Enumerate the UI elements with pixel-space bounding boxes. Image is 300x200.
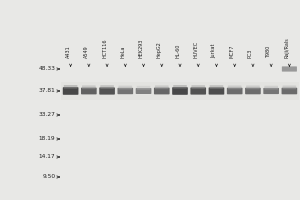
Text: Raji/Rals: Raji/Rals <box>284 37 290 58</box>
FancyBboxPatch shape <box>245 88 261 94</box>
FancyBboxPatch shape <box>100 85 114 89</box>
FancyBboxPatch shape <box>155 85 169 89</box>
Text: PC3: PC3 <box>248 49 253 58</box>
FancyBboxPatch shape <box>282 88 297 94</box>
FancyBboxPatch shape <box>154 88 170 94</box>
FancyBboxPatch shape <box>173 85 187 89</box>
Text: HeLa: HeLa <box>120 46 125 58</box>
FancyBboxPatch shape <box>210 85 223 89</box>
Text: HEK293: HEK293 <box>139 39 143 58</box>
FancyBboxPatch shape <box>136 88 152 94</box>
FancyBboxPatch shape <box>82 85 96 89</box>
FancyBboxPatch shape <box>283 86 296 89</box>
Text: HepG2: HepG2 <box>157 41 162 58</box>
Text: MCF7: MCF7 <box>230 45 235 58</box>
FancyBboxPatch shape <box>64 85 77 89</box>
FancyBboxPatch shape <box>137 86 150 90</box>
Text: A549: A549 <box>84 45 89 58</box>
FancyBboxPatch shape <box>99 87 115 95</box>
FancyBboxPatch shape <box>246 86 260 89</box>
FancyBboxPatch shape <box>264 86 278 90</box>
FancyBboxPatch shape <box>282 66 297 72</box>
FancyBboxPatch shape <box>118 88 133 94</box>
Text: HL-60: HL-60 <box>175 44 180 58</box>
FancyBboxPatch shape <box>63 87 78 95</box>
FancyBboxPatch shape <box>190 87 206 95</box>
FancyBboxPatch shape <box>208 87 224 95</box>
Text: 18.19: 18.19 <box>39 136 56 142</box>
FancyBboxPatch shape <box>81 88 97 94</box>
FancyBboxPatch shape <box>118 86 132 89</box>
Text: HUVEC: HUVEC <box>193 41 198 58</box>
Text: 48.33: 48.33 <box>39 66 56 72</box>
Text: 37.81: 37.81 <box>39 88 56 94</box>
Text: 9.50: 9.50 <box>42 174 56 180</box>
Text: Jurkat: Jurkat <box>212 44 217 58</box>
Text: T980: T980 <box>266 46 271 58</box>
Text: 14.17: 14.17 <box>39 154 56 160</box>
Text: HCT116: HCT116 <box>102 38 107 58</box>
FancyBboxPatch shape <box>263 88 279 94</box>
Text: A431: A431 <box>66 45 70 58</box>
FancyBboxPatch shape <box>191 85 205 89</box>
Text: 33.27: 33.27 <box>39 112 56 117</box>
Bar <box>61 82 298 100</box>
FancyBboxPatch shape <box>172 87 188 95</box>
FancyBboxPatch shape <box>227 88 242 94</box>
FancyBboxPatch shape <box>228 86 242 89</box>
